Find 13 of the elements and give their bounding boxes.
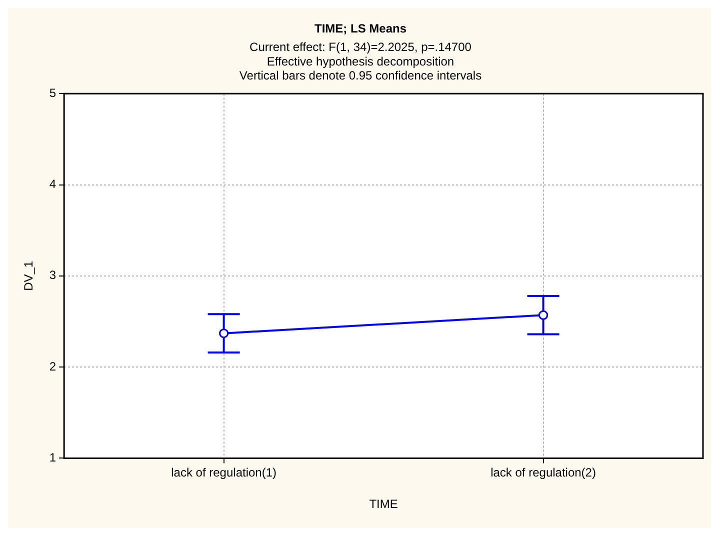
x-axis-title: TIME [369,497,398,512]
text: Current effect: F(1, 34)=2.2025, p=.14700 [250,40,472,54]
text: Effective hypothesis decomposition [266,54,454,68]
y-tick-label: 3 [49,268,56,282]
x-tick-label: lack of regulation(1) [171,466,276,480]
y-tick-label: 1 [49,450,56,465]
y-axis-title: DV_1 [22,260,36,291]
x-tick-label: lack of regulation(2) [490,466,596,480]
y-tick-label: 5 [49,86,56,100]
text: Vertical bars denote 0.95 confidence intervals [239,68,482,83]
y-tick-label: 4 [49,177,56,192]
chart-title: TIME; LS Means [314,22,407,36]
y-tick-label: 2 [49,359,56,374]
